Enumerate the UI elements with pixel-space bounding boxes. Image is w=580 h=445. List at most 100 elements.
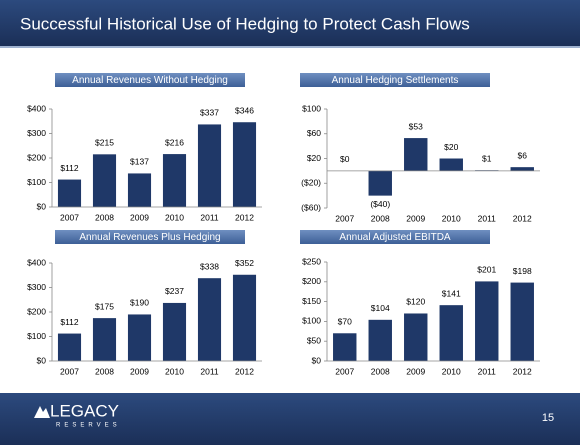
x-tick-label: 2009: [406, 213, 425, 223]
x-tick-label: 2007: [335, 213, 354, 223]
bar: [510, 282, 534, 361]
value-label: $20: [444, 142, 458, 152]
y-tick-label: $0: [37, 201, 47, 211]
y-tick-label: $200: [27, 152, 46, 162]
value-label: $1: [482, 154, 492, 164]
x-tick-label: 2007: [335, 366, 354, 376]
bar: [404, 138, 428, 171]
value-label: $352: [235, 258, 254, 268]
value-label: ($40): [370, 199, 390, 209]
slide-title: Successful Historical Use of Hedging to …: [20, 14, 470, 33]
bar: [57, 333, 82, 361]
bar: [162, 154, 187, 207]
y-tick-label: $0: [312, 355, 322, 365]
x-tick-label: 2012: [513, 366, 532, 376]
value-label: $216: [165, 137, 184, 147]
bar: [162, 302, 187, 361]
y-tick-label: $0: [37, 355, 47, 365]
header-bar: [0, 0, 580, 46]
value-label: $338: [200, 261, 219, 271]
bar: [232, 122, 257, 207]
y-tick-label: $400: [27, 103, 46, 113]
y-tick-label: $100: [27, 177, 46, 187]
logo-subtext: RESERVES: [56, 423, 121, 429]
x-tick-label: 2008: [95, 212, 114, 222]
value-label: $120: [406, 297, 425, 307]
y-tick-label: ($60): [301, 202, 321, 212]
x-tick-label: 2009: [130, 212, 149, 222]
x-tick-label: 2010: [442, 213, 461, 223]
chart-title-band: [300, 230, 490, 244]
y-tick-label: $20: [307, 153, 321, 163]
value-label: $198: [513, 266, 532, 276]
value-label: $104: [371, 303, 390, 313]
x-tick-label: 2012: [513, 213, 532, 223]
bar: [92, 318, 117, 361]
bar: [57, 179, 82, 207]
y-tick-label: $300: [27, 128, 46, 138]
bar: [475, 281, 499, 361]
chart-title: Annual Hedging Settlements: [332, 75, 459, 86]
value-label: $201: [477, 265, 496, 275]
x-tick-label: 2008: [371, 213, 390, 223]
bar: [333, 333, 357, 361]
bar: [92, 154, 117, 207]
value-label: $112: [60, 163, 79, 173]
bar: [439, 158, 463, 171]
bar: [404, 313, 428, 361]
x-tick-label: 2011: [478, 213, 497, 223]
y-tick-label: $300: [27, 282, 46, 292]
x-tick-label: 2011: [478, 366, 497, 376]
y-tick-label: $250: [302, 256, 321, 266]
chart-title: Annual Revenues Plus Hedging: [79, 232, 220, 243]
x-tick-label: 2007: [60, 212, 79, 222]
x-tick-label: 2008: [95, 366, 114, 376]
y-tick-label: $400: [27, 257, 46, 267]
logo-mark: [34, 406, 50, 418]
x-tick-label: 2009: [130, 366, 149, 376]
chart-title-band: [55, 73, 245, 87]
value-label: $6: [518, 150, 528, 160]
y-tick-label: $150: [302, 296, 321, 306]
chart-title-band: [300, 73, 490, 87]
logo: LEGACY RESERVES: [34, 401, 121, 429]
y-tick-label: $100: [302, 103, 321, 113]
chart-title: Annual Revenues Without Hedging: [72, 75, 228, 86]
x-tick-label: 2011: [200, 212, 219, 222]
y-tick-label: $200: [302, 276, 321, 286]
x-tick-label: 2010: [165, 366, 184, 376]
value-label: $70: [338, 317, 352, 327]
bar: [127, 314, 152, 361]
x-tick-label: 2012: [235, 212, 254, 222]
bar: [197, 124, 222, 207]
value-label: $137: [130, 157, 149, 167]
bar: [197, 278, 222, 361]
x-tick-label: 2010: [165, 212, 184, 222]
page-number: 15: [542, 412, 554, 424]
header-rule: [0, 46, 580, 48]
value-label: $215: [95, 138, 114, 148]
chart-title: Annual Adjusted EBITDA: [339, 232, 451, 243]
value-label: $346: [235, 105, 254, 115]
x-tick-label: 2011: [200, 366, 219, 376]
value-label: $337: [200, 108, 219, 118]
y-tick-label: $60: [307, 128, 321, 138]
value-label: $141: [442, 288, 461, 298]
value-label: $53: [409, 121, 423, 131]
logo-text: LEGACY: [50, 401, 119, 420]
chart-title-band: [55, 230, 245, 244]
footer-bar: [0, 393, 580, 445]
bar: [368, 319, 392, 361]
x-tick-label: 2012: [235, 366, 254, 376]
value-label: $237: [165, 286, 184, 296]
bar: [510, 167, 534, 171]
y-tick-label: ($20): [301, 178, 321, 188]
y-tick-label: $200: [27, 306, 46, 316]
bar: [368, 170, 392, 196]
x-tick-label: 2010: [442, 366, 461, 376]
bar: [127, 173, 152, 207]
y-tick-label: $100: [27, 331, 46, 341]
x-tick-label: 2007: [60, 366, 79, 376]
charts: Annual Revenues Without Hedging $0 $100 $20…: [27, 73, 540, 376]
